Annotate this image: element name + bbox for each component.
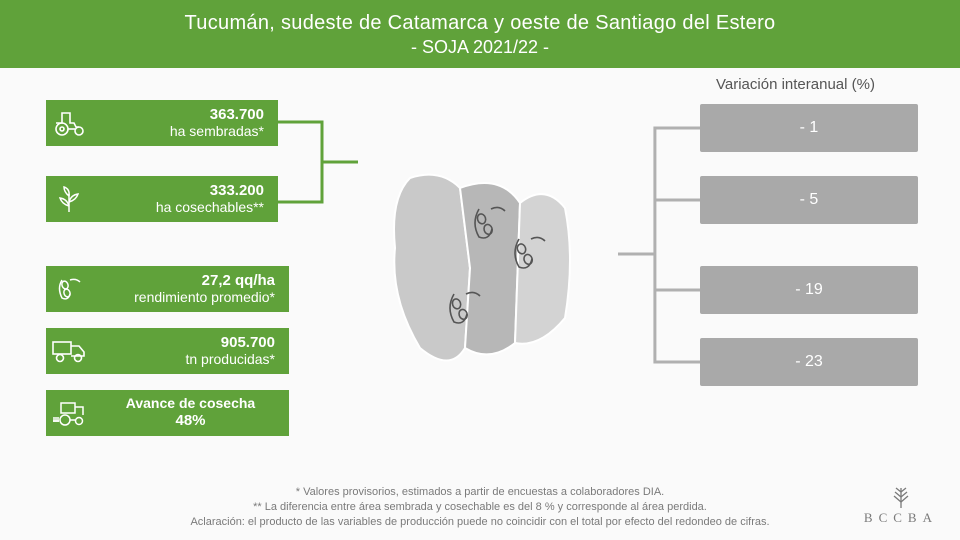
stat-text: 905.700tn producidas*	[92, 335, 289, 367]
stat-box: 333.200ha cosechables**	[46, 176, 278, 222]
brand-logo: BCCBA	[864, 486, 938, 526]
header-title: Tucumán, sudeste de Catamarca y oeste de…	[0, 12, 960, 35]
stat-value: 27,2 qq/ha	[92, 273, 275, 290]
brand-text: BCCBA	[864, 510, 938, 526]
region-map	[370, 148, 600, 388]
footer-line: Aclaración: el producto de las variables…	[0, 515, 960, 530]
variation-title: Variación interanual (%)	[716, 76, 875, 93]
stat-box: 48% Avance de cosecha	[46, 390, 289, 436]
stat-label: rendimiento promedio*	[92, 290, 275, 305]
stat-box: 363.700ha sembradas*	[46, 100, 278, 146]
stat-label: ha sembradas*	[92, 124, 264, 139]
stat-value: 363.700	[92, 107, 264, 124]
main-area: 363.700ha sembradas* 333.200ha cosechable…	[0, 68, 960, 468]
stat-text: 27,2 qq/harendimiento promedio*	[92, 273, 289, 305]
stat-box: 905.700tn producidas*	[46, 328, 289, 374]
stat-label: ha cosechables**	[92, 200, 264, 215]
variation-box: - 19	[700, 266, 918, 314]
footer-line: * Valores provisorios, estimados a parti…	[0, 485, 960, 500]
stat-text: 333.200ha cosechables**	[92, 183, 278, 215]
wheat-icon	[891, 486, 911, 508]
left-bracket	[278, 98, 358, 226]
variation-box: - 23	[700, 338, 918, 386]
header-subtitle: - SOJA 2021/22 -	[0, 37, 960, 58]
footer-line: ** La diferencia entre área sembrada y c…	[0, 500, 960, 515]
stat-text: 48% Avance de cosecha	[92, 396, 289, 430]
stat-value: 905.700	[92, 335, 275, 352]
stat-value: 333.200	[92, 183, 264, 200]
right-bracket	[618, 104, 700, 388]
bean-icon	[46, 266, 92, 312]
variation-box: - 1	[700, 104, 918, 152]
truck-icon	[46, 328, 92, 374]
tractor-icon	[46, 100, 92, 146]
stat-text: 363.700ha sembradas*	[92, 107, 278, 139]
plant-icon	[46, 176, 92, 222]
stat-box: 27,2 qq/harendimiento promedio*	[46, 266, 289, 312]
harvester-icon	[46, 390, 92, 436]
stat-label: tn producidas*	[92, 352, 275, 367]
header: Tucumán, sudeste de Catamarca y oeste de…	[0, 0, 960, 68]
stat-label: Avance de cosecha	[92, 396, 289, 411]
variation-box: - 5	[700, 176, 918, 224]
stat-value: 48%	[92, 413, 289, 430]
footer-notes: * Valores provisorios, estimados a parti…	[0, 485, 960, 530]
